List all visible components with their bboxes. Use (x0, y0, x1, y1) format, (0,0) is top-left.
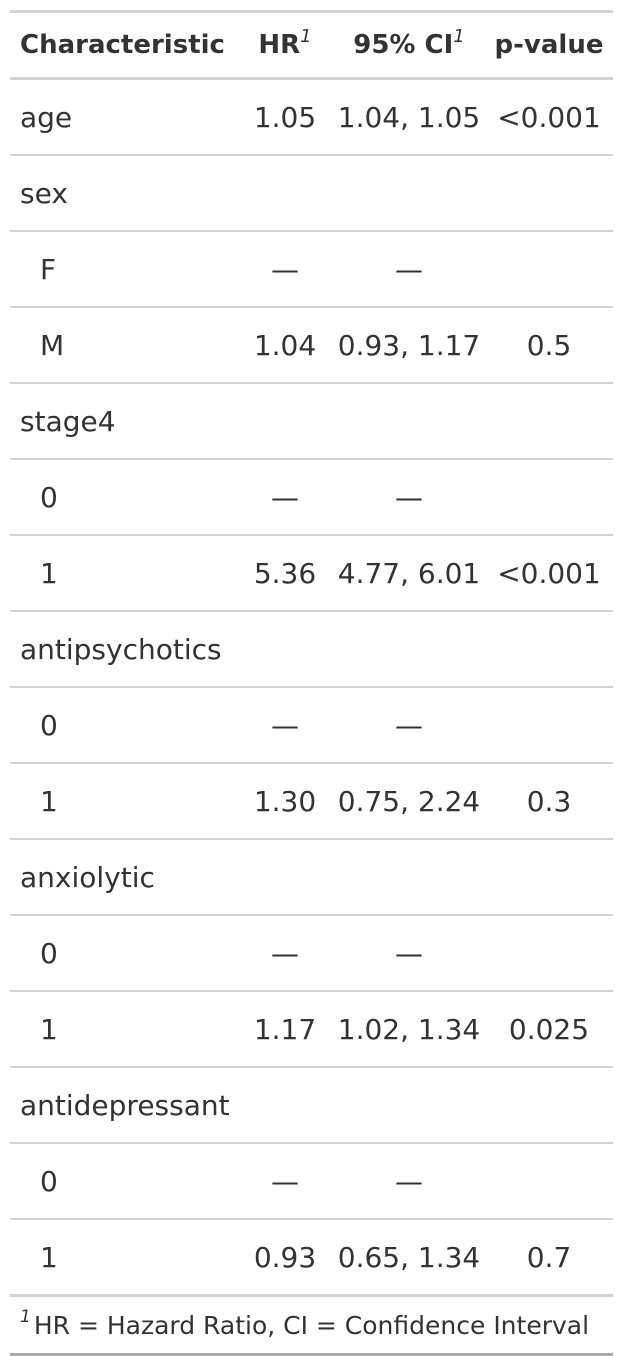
header-hr: HR1 (258, 26, 312, 60)
row-label: 1 (10, 991, 237, 1068)
p-value: 0.7 (485, 1219, 613, 1297)
ci-value: — (333, 1143, 485, 1220)
hr-value: 1.04 (237, 307, 333, 384)
p-value (485, 1067, 613, 1144)
footnote-mark: 1 (20, 1307, 31, 1327)
footnote-mark: 1 (300, 26, 312, 47)
p-value: <0.001 (485, 535, 613, 612)
p-value (485, 839, 613, 916)
row-label: anxiolytic (10, 839, 237, 916)
hr-value: — (237, 1143, 333, 1220)
table-row: anxiolytic (10, 839, 613, 916)
table-row: 1 5.36 4.77, 6.01 <0.001 (10, 535, 613, 612)
hr-value: 1.05 (237, 78, 333, 156)
table-row: 0— — (10, 687, 613, 764)
hr-value: 0.93 (237, 1219, 333, 1297)
hr-value: — (237, 915, 333, 992)
hr-value: 1.17 (237, 991, 333, 1068)
hr-value (237, 839, 333, 916)
hr-value: 5.36 (237, 535, 333, 612)
ci-value: — (333, 687, 485, 764)
row-label: antidepressant (10, 1067, 237, 1144)
p-value (485, 611, 613, 688)
p-value (485, 231, 613, 308)
hr-value: — (237, 687, 333, 764)
table-row: 1 1.17 1.02, 1.34 0.025 (10, 991, 613, 1068)
row-label: antipsychotics (10, 611, 237, 688)
table-header: Characteristic HR1 95% CI1 p-value (10, 11, 613, 79)
ci-value: — (333, 915, 485, 992)
ci-value (333, 1067, 485, 1144)
ci-value (333, 839, 485, 916)
table-row: age 1.05 1.04, 1.05 <0.001 (10, 78, 613, 156)
table-row: M 1.04 0.93, 1.17 0.5 (10, 307, 613, 384)
row-label: age (10, 78, 237, 156)
footnote-text: HR = Hazard Ratio, CI = Confidence Inter… (33, 1310, 590, 1340)
row-label: 1 (10, 1219, 237, 1297)
ci-value: 1.04, 1.05 (333, 78, 485, 156)
table-row: antipsychotics (10, 611, 613, 688)
row-label: F (10, 231, 237, 308)
table-row: 0— — (10, 459, 613, 536)
row-label: sex (10, 155, 237, 232)
p-value (485, 383, 613, 460)
ci-value (333, 383, 485, 460)
regression-table: Characteristic HR1 95% CI1 p-value age 1.… (10, 10, 613, 1297)
row-label: 0 (10, 915, 237, 992)
table-row: antidepressant (10, 1067, 613, 1144)
p-value: 0.025 (485, 991, 613, 1068)
row-label: 1 (10, 763, 237, 840)
header-row: Characteristic HR1 95% CI1 p-value (10, 11, 613, 79)
regression-table-container: Characteristic HR1 95% CI1 p-value age 1.… (10, 10, 613, 1356)
hr-value (237, 155, 333, 232)
p-value: 0.5 (485, 307, 613, 384)
p-value (485, 915, 613, 992)
footnote-mark: 1 (453, 26, 465, 47)
table-row: 0— — (10, 1143, 613, 1220)
p-value (485, 459, 613, 536)
table-row: 1 1.30 0.75, 2.24 0.3 (10, 763, 613, 840)
ci-value: 0.65, 1.34 (333, 1219, 485, 1297)
hr-value: — (237, 231, 333, 308)
table-row: 0— — (10, 915, 613, 992)
table-row: sex (10, 155, 613, 232)
p-value: <0.001 (485, 78, 613, 156)
hr-value (237, 611, 333, 688)
ci-value (333, 611, 485, 688)
header-characteristic: Characteristic (20, 30, 225, 60)
p-value (485, 155, 613, 232)
table-row: 1 0.93 0.65, 1.34 0.7 (10, 1219, 613, 1297)
hr-value (237, 383, 333, 460)
row-label: M (10, 307, 237, 384)
ci-value: — (333, 459, 485, 536)
row-label: stage4 (10, 383, 237, 460)
table-row: F — — (10, 231, 613, 308)
table-row: stage4 (10, 383, 613, 460)
row-label: 0 (10, 459, 237, 536)
hr-value: 1.30 (237, 763, 333, 840)
hr-value (237, 1067, 333, 1144)
row-label: 1 (10, 535, 237, 612)
ci-value (333, 155, 485, 232)
ci-value: 4.77, 6.01 (333, 535, 485, 612)
p-value (485, 687, 613, 764)
table-body: age 1.05 1.04, 1.05 <0.001 sex F — — M 1.04 0.9… (10, 78, 613, 1297)
p-value: 0.3 (485, 763, 613, 840)
table-footnote: 1 HR = Hazard Ratio, CI = Confidence Inte… (10, 1297, 613, 1356)
ci-value: 0.93, 1.17 (333, 307, 485, 384)
ci-value: 0.75, 2.24 (333, 763, 485, 840)
ci-value: 1.02, 1.34 (333, 991, 485, 1068)
header-ci: 95% CI1 (353, 26, 465, 60)
row-label: 0 (10, 687, 237, 764)
header-pvalue: p-value (494, 30, 604, 60)
hr-value: — (237, 459, 333, 536)
p-value (485, 1143, 613, 1220)
ci-value: — (333, 231, 485, 308)
row-label: 0 (10, 1143, 237, 1220)
